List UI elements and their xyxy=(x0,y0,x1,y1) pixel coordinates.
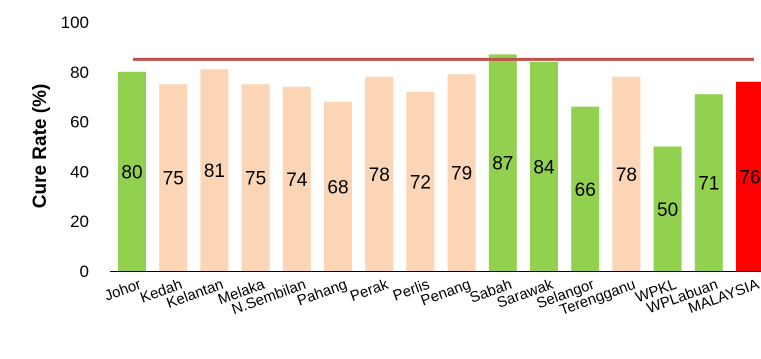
y-tick-label: 100 xyxy=(61,13,89,32)
y-tick-label: 40 xyxy=(70,162,89,181)
data-label: 79 xyxy=(451,164,472,185)
y-tick-label: 80 xyxy=(70,63,89,82)
bar xyxy=(406,91,435,271)
data-label: 78 xyxy=(369,165,390,186)
data-label: 72 xyxy=(410,172,431,193)
y-axis-label: Cure Rate (%) xyxy=(30,84,51,209)
data-label: 50 xyxy=(657,200,678,221)
bar xyxy=(118,71,146,271)
bar xyxy=(200,69,229,271)
bar xyxy=(488,54,517,272)
bar xyxy=(612,76,641,271)
x-axis-ticks: JohorKedahKelantanMelakaN.SembilanPahang… xyxy=(102,276,761,319)
data-label: 84 xyxy=(533,157,555,178)
bars xyxy=(118,54,761,272)
y-tick-label: 60 xyxy=(70,113,89,132)
data-label: 81 xyxy=(204,161,225,182)
y-tick-label: 20 xyxy=(70,212,89,231)
bar xyxy=(447,74,476,271)
bar xyxy=(694,94,723,272)
bar xyxy=(653,146,682,271)
bar xyxy=(530,61,558,272)
y-tick-label: 0 xyxy=(80,262,89,281)
data-label: 66 xyxy=(575,180,596,201)
data-label: 78 xyxy=(616,165,637,186)
data-label: 80 xyxy=(121,162,142,183)
bar xyxy=(571,106,600,271)
data-label: 87 xyxy=(492,154,513,175)
data-label: 75 xyxy=(245,169,266,190)
data-label: 71 xyxy=(698,174,719,195)
data-labels: 80 75 81 75 74 68 78 72 79 87 84 66 78 50 71 76 xyxy=(121,154,760,221)
bar xyxy=(324,101,352,272)
y-axis-ticks: 0 20 40 60 80 100 xyxy=(61,13,89,281)
data-label: 74 xyxy=(286,170,308,191)
bar xyxy=(736,81,761,271)
x-tick-label: Perak xyxy=(348,276,391,306)
data-label: 76 xyxy=(739,167,760,188)
data-label: 75 xyxy=(163,169,184,190)
bar xyxy=(282,86,311,272)
data-label: 68 xyxy=(327,177,348,198)
bar xyxy=(365,76,394,271)
bar xyxy=(159,84,188,271)
bar xyxy=(241,84,270,271)
